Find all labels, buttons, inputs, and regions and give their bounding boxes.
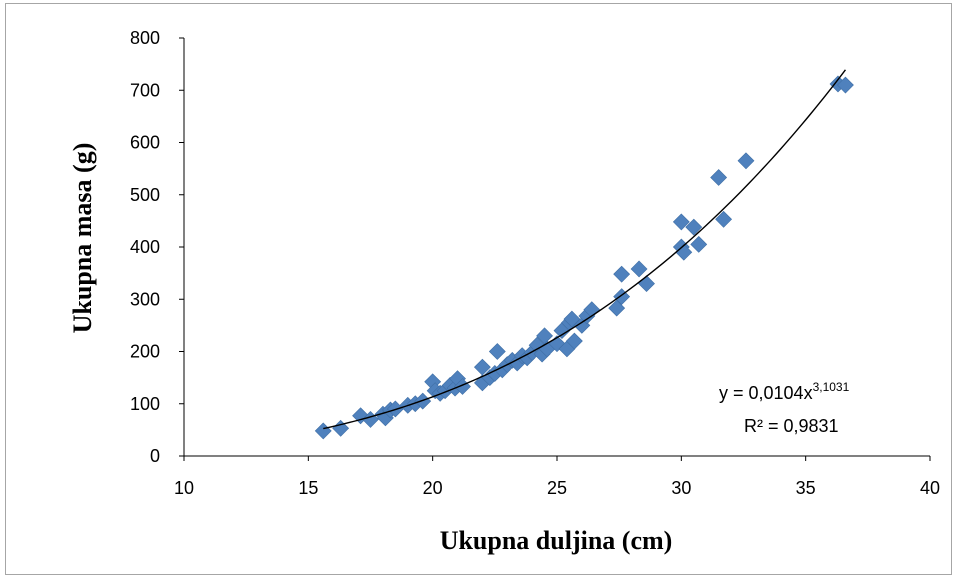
- y-axis-title: Ukupna masa (g): [68, 143, 97, 334]
- data-point: [672, 213, 690, 231]
- x-tick-label: 40: [920, 478, 940, 498]
- x-tick-label: 35: [796, 478, 816, 498]
- data-point: [685, 218, 703, 236]
- x-axis-title: Ukupna duljina (cm): [440, 526, 673, 555]
- data-point: [710, 169, 728, 186]
- ticks: 0 100 200 300 400 500 600 700 800 10 15 20 25 30 35 40: [130, 28, 940, 498]
- data-point: [613, 265, 631, 283]
- data-point: [565, 332, 583, 350]
- trend-equation: y = 0,0104x3,1031: [719, 380, 850, 403]
- x-tick-label: 15: [298, 478, 318, 498]
- y-tick-label: 700: [130, 80, 160, 100]
- y-tick-label: 800: [130, 28, 160, 48]
- data-point: [630, 260, 648, 278]
- trend-equation-base: y = 0,0104x: [719, 383, 813, 403]
- data-point: [314, 422, 332, 440]
- y-tick-label: 400: [130, 237, 160, 257]
- y-tick-label: 200: [130, 342, 160, 362]
- y-tick-label: 100: [130, 394, 160, 414]
- data-point: [454, 378, 471, 395]
- data-point: [608, 299, 626, 317]
- x-tick-label: 20: [423, 478, 443, 498]
- y-tick-label: 0: [150, 446, 160, 466]
- trend-equation-exponent: 3,1031: [813, 380, 850, 394]
- data-point: [488, 343, 506, 360]
- y-tick-label: 600: [130, 133, 160, 153]
- x-tick-label: 10: [174, 478, 194, 498]
- chart-frame: [5, 3, 952, 575]
- data-point: [638, 275, 655, 292]
- data-point: [715, 210, 733, 228]
- x-tick-label: 30: [671, 478, 691, 498]
- trend-r-squared: R² = 0,9831: [744, 416, 839, 436]
- x-tick-label: 25: [547, 478, 567, 498]
- y-tick-label: 300: [130, 289, 160, 309]
- y-tick-label: 500: [130, 185, 160, 205]
- data-point: [737, 152, 755, 170]
- data-point: [837, 76, 854, 94]
- trendline: [323, 69, 847, 430]
- data-point: [690, 235, 708, 253]
